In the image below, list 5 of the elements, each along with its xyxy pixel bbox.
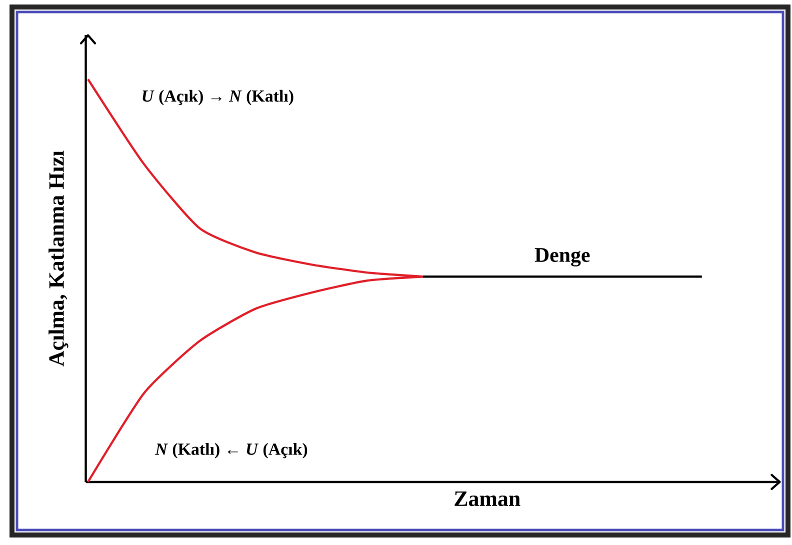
annotation: N (Katlı) ← U (Açık): [155, 443, 308, 458]
x-axis-title: Zaman: [454, 491, 520, 506]
y-axis-title: Açılma, Katlanma Hızı: [48, 150, 68, 366]
series-label: Denge: [534, 248, 590, 266]
annotation: U (Açık) → N (Katlı): [142, 90, 294, 106]
